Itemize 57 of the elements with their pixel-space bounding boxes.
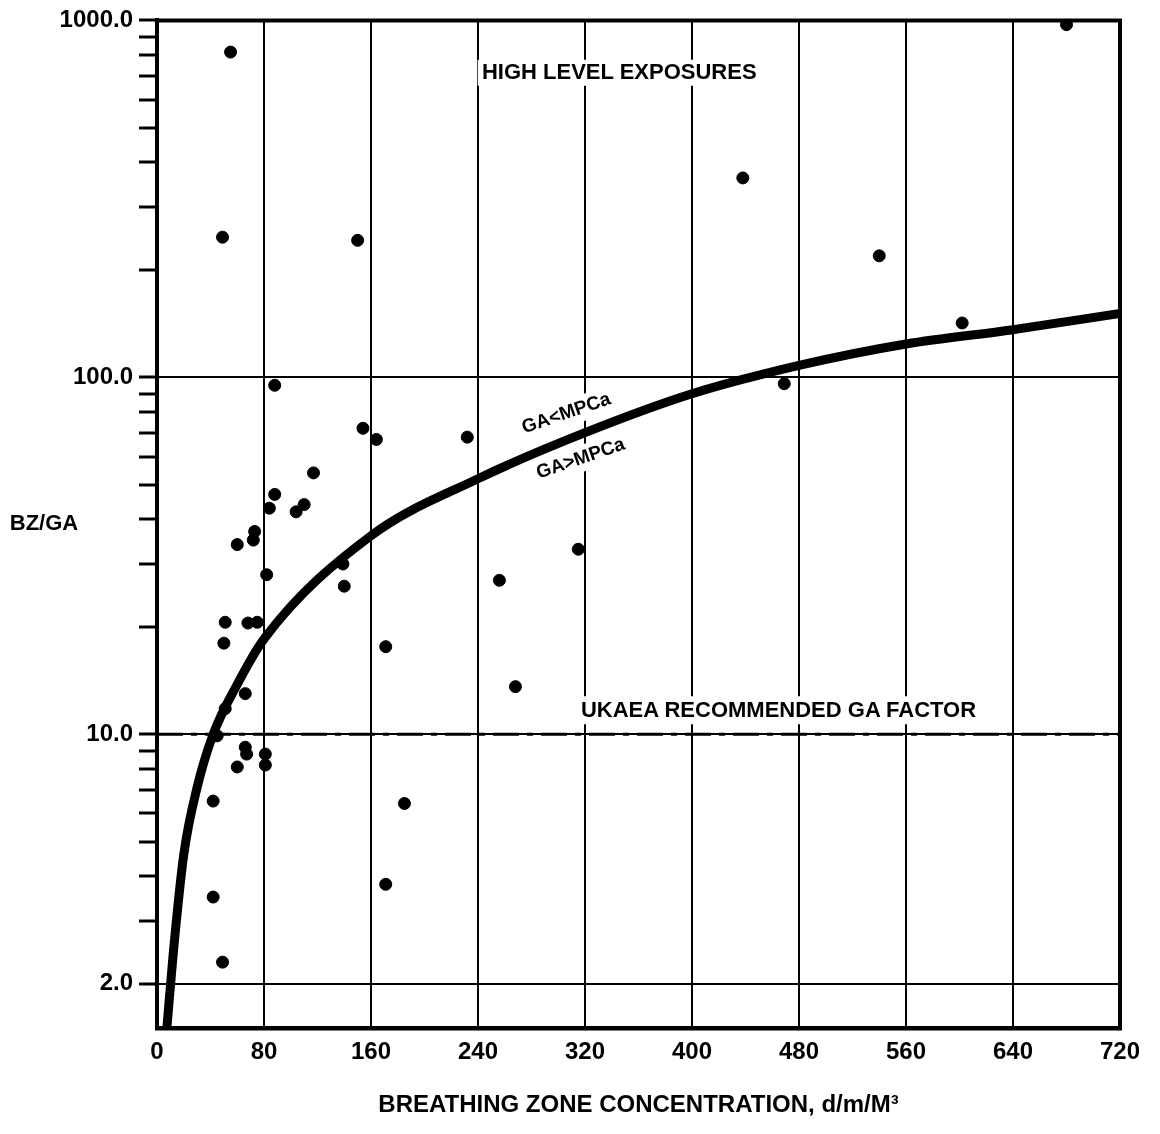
point [216, 230, 230, 244]
annotation: HIGH LEVEL EXPOSURES [481, 58, 757, 84]
point [337, 579, 351, 593]
point [224, 45, 238, 59]
point [206, 890, 220, 904]
point [218, 615, 232, 629]
x-tick-label: 0 [150, 1037, 164, 1065]
x-tick-label: 240 [457, 1037, 499, 1065]
point [258, 758, 272, 772]
y-tick-label: 1000.0 [59, 5, 133, 33]
point [777, 377, 791, 391]
point [736, 171, 750, 185]
point [289, 505, 303, 519]
point [379, 640, 393, 654]
y-tick-label: 10.0 [86, 718, 133, 746]
y-tick-label: 2.0 [99, 968, 133, 996]
point [218, 702, 232, 716]
x-tick-label: 480 [778, 1037, 820, 1065]
x-axis-title: BREATHING ZONE CONCENTRATION, d/m/M³ [378, 1090, 899, 1118]
x-tick-label: 160 [350, 1037, 392, 1065]
y-axis-title: BZ/GA [9, 510, 79, 536]
point [258, 747, 272, 761]
point [250, 615, 264, 629]
point [351, 233, 365, 247]
point [460, 430, 474, 444]
point [260, 568, 274, 582]
point [238, 687, 252, 701]
point [297, 498, 311, 512]
point [306, 466, 320, 480]
point [206, 794, 220, 808]
point [268, 487, 282, 501]
point [240, 747, 254, 761]
point [571, 542, 585, 556]
point [230, 760, 244, 774]
point [397, 796, 411, 810]
point [379, 877, 393, 891]
point [268, 378, 282, 392]
x-tick-label: 720 [1099, 1037, 1141, 1065]
point [492, 573, 506, 587]
point [217, 636, 231, 650]
point [356, 421, 370, 435]
point [955, 316, 969, 330]
point [336, 557, 350, 571]
ref-line-label: UKAEA RECOMMENDED GA FACTOR [580, 697, 977, 723]
x-tick-label: 320 [564, 1037, 606, 1065]
x-tick-label: 560 [885, 1037, 927, 1065]
point [246, 533, 260, 547]
x-tick-label: 80 [250, 1037, 278, 1065]
y-tick-label: 100.0 [72, 361, 133, 389]
point [369, 432, 383, 446]
point [230, 538, 244, 552]
point [216, 955, 230, 969]
point [508, 680, 522, 694]
point [262, 501, 276, 515]
x-tick-label: 640 [992, 1037, 1034, 1065]
point [872, 249, 886, 263]
x-tick-label: 400 [671, 1037, 713, 1065]
